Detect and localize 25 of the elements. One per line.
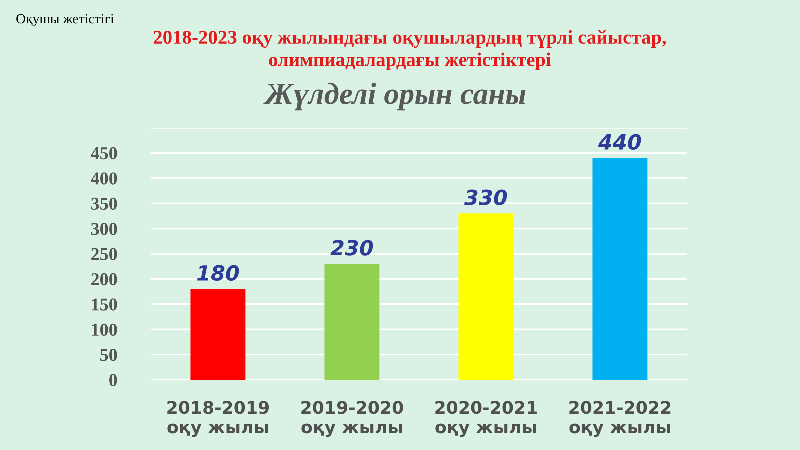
y-tick-label: 0 [110,374,118,386]
y-tick-label: 200 [92,273,118,286]
y-tick-label: 150 [92,298,118,311]
data-label: 330 [464,190,508,206]
y-tick-label: 300 [91,223,118,236]
y-tick-label: 50 [100,349,118,362]
chart-subtitle: Жүлделі орын саны [264,82,526,111]
y-tick-label: 400 [91,172,118,185]
y-tick-label: 450 [91,147,118,160]
x-tick-label: 2018-2019 оқу жылы [168,401,270,438]
y-tick-label: 250 [92,248,118,260]
y-tick-label: 100 [92,324,118,336]
y-tick-label: 350 [91,198,118,210]
chart-title: 2018-2023 оқу жылындағы оқушылардың түрлі сайыстар, олимпиадалардағы жетістіктері [154,30,666,70]
x-tick-label: 2021-2022 оқу жылы [570,401,671,438]
x-tick-label: 2020-2021 оқу жылы [436,401,537,438]
data-label: 440 [598,134,642,150]
bar [458,214,514,380]
bar [324,264,380,380]
x-tick-label: 2019-2020 оқу жылы [302,401,404,438]
bar [190,289,246,380]
text: Оқушы жетістігі [16,14,114,27]
bar [592,158,648,380]
data-label: 230 [330,240,374,256]
data-label: 180 [197,265,240,282]
